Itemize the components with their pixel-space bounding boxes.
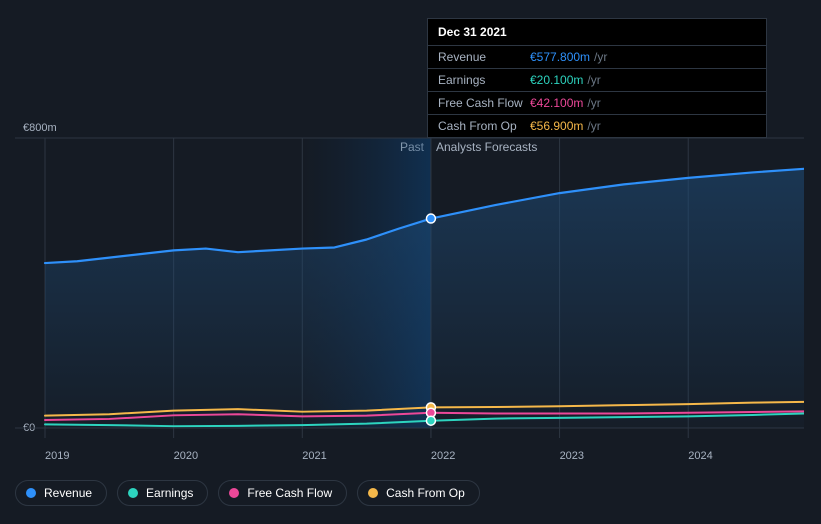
chart-svg — [15, 128, 804, 463]
tooltip-row: Earnings€20.100m/yr — [428, 69, 766, 92]
legend-dot-icon — [229, 488, 239, 498]
tooltip-row-label: Cash From Op — [438, 119, 530, 133]
tooltip-row-label: Earnings — [438, 73, 530, 87]
tooltip-row: Free Cash Flow€42.100m/yr — [428, 92, 766, 115]
tooltip-row-unit: /yr — [587, 73, 600, 87]
legend-item[interactable]: Cash From Op — [357, 480, 480, 506]
x-axis-tick: 2024 — [688, 450, 712, 462]
tooltip-row-label: Free Cash Flow — [438, 96, 530, 110]
legend-dot-icon — [368, 488, 378, 498]
legend-item[interactable]: Revenue — [15, 480, 107, 506]
tooltip-date: Dec 31 2021 — [428, 19, 766, 46]
x-axis-tick: 2021 — [302, 450, 326, 462]
x-axis-tick: 2023 — [560, 450, 584, 462]
legend-item-label: Revenue — [44, 486, 92, 500]
tooltip-row-value: €42.100m — [530, 96, 583, 110]
legend-item-label: Cash From Op — [386, 486, 465, 500]
x-axis-tick: 2020 — [174, 450, 198, 462]
tooltip-row-unit: /yr — [587, 119, 600, 133]
legend-dot-icon — [128, 488, 138, 498]
tooltip-row: Revenue€577.800m/yr — [428, 46, 766, 69]
chart-plot[interactable] — [15, 128, 804, 463]
tooltip-row-unit: /yr — [587, 96, 600, 110]
x-axis-tick: 2019 — [45, 450, 69, 462]
legend-item-label: Earnings — [146, 486, 193, 500]
tooltip-row: Cash From Op€56.900m/yr — [428, 115, 766, 137]
tooltip: Dec 31 2021 Revenue€577.800m/yrEarnings€… — [427, 18, 767, 138]
tooltip-row-value: €20.100m — [530, 73, 583, 87]
tooltip-row-value: €577.800m — [530, 50, 590, 64]
x-axis-tick: 2022 — [431, 450, 455, 462]
tooltip-row-label: Revenue — [438, 50, 530, 64]
tooltip-row-value: €56.900m — [530, 119, 583, 133]
legend-item-label: Free Cash Flow — [247, 486, 332, 500]
legend-dot-icon — [26, 488, 36, 498]
tooltip-row-unit: /yr — [594, 50, 607, 64]
legend: Revenue Earnings Free Cash Flow Cash From O… — [15, 480, 480, 506]
legend-item[interactable]: Free Cash Flow — [218, 480, 347, 506]
legend-item[interactable]: Earnings — [117, 480, 208, 506]
